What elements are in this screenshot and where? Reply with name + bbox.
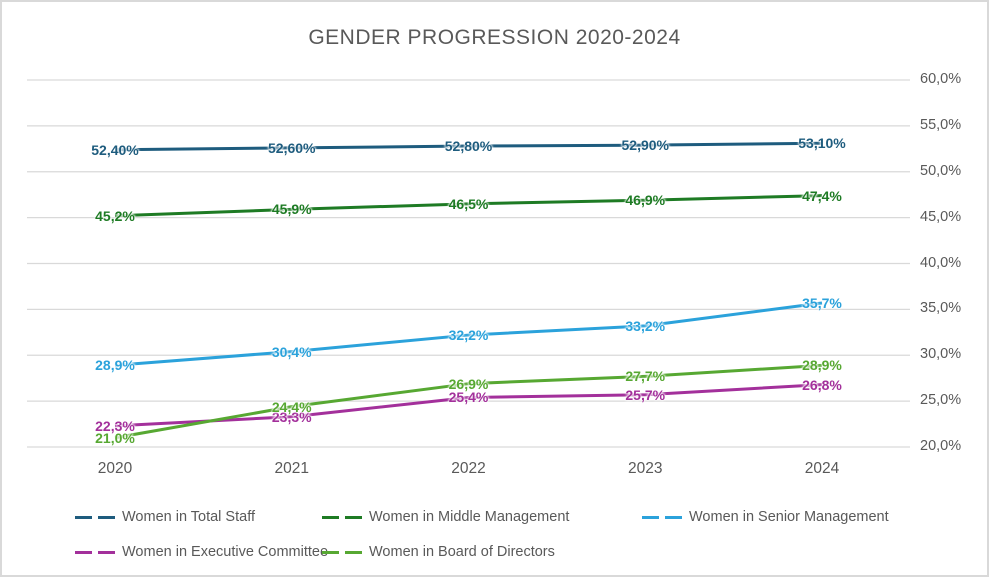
data-point-label: 30,4% xyxy=(271,343,312,360)
legend-label: Women in Total Staff xyxy=(122,509,255,525)
y-axis-tick-label: 25,0% xyxy=(920,392,962,409)
data-point-label: 22,3% xyxy=(95,417,135,434)
y-axis-tick-label: 30,0% xyxy=(920,346,962,363)
legend-dash-icon xyxy=(665,515,682,519)
series-line-1 xyxy=(114,141,823,152)
data-point-label: 52,80% xyxy=(444,138,493,155)
data-point-label: 46,9% xyxy=(625,192,666,209)
data-point-label: 45,2% xyxy=(95,207,135,224)
data-point-label: 28,9% xyxy=(95,357,135,374)
legend-dash-icon xyxy=(345,550,362,554)
data-point-label: 24,4% xyxy=(271,398,312,415)
legend-dash-icon xyxy=(98,515,115,519)
data-point-label: 45,9% xyxy=(271,201,312,218)
y-axis-tick-label: 35,0% xyxy=(920,300,962,317)
x-axis-tick-label: 2021 xyxy=(274,460,309,477)
data-point-label: 27,7% xyxy=(625,368,666,385)
data-point-label: 46,5% xyxy=(448,195,489,212)
x-axis-tick-label: 2024 xyxy=(804,460,840,477)
legend-item[interactable]: Women in Board of Directors xyxy=(322,544,555,560)
legend-dash-icon xyxy=(642,515,659,519)
data-point-label: 26,9% xyxy=(448,375,489,392)
y-axis-tick-label: 45,0% xyxy=(920,208,962,225)
legend-label: Women in Middle Management xyxy=(369,509,570,525)
legend-dash-icon xyxy=(75,550,92,554)
legend-item[interactable]: Women in Middle Management xyxy=(322,509,569,525)
data-point-label: 23,3% xyxy=(271,408,312,425)
legend-item[interactable]: Women in Total Staff xyxy=(75,509,255,525)
data-point-label: 32,2% xyxy=(448,327,489,344)
y-axis-tick-label: 20,0% xyxy=(920,438,962,454)
legend-label: Women in Board of Directors xyxy=(369,544,555,560)
y-axis-tick-label: 60,0% xyxy=(920,71,962,87)
data-point-label: 53,10% xyxy=(798,135,846,152)
data-point-label: 33,2% xyxy=(625,317,666,334)
legend-dash-icon xyxy=(322,515,339,519)
series-line-5 xyxy=(114,363,823,440)
data-point-label: 52,40% xyxy=(91,141,139,158)
legend-label: Women in Executive Committee xyxy=(122,544,329,560)
y-axis-tick-label: 50,0% xyxy=(920,162,962,179)
series-line-2 xyxy=(114,194,823,218)
legend-dash-icon xyxy=(345,515,362,519)
data-point-label: 47,4% xyxy=(802,187,842,204)
chart-title: GENDER PROGRESSION 2020-2024 xyxy=(308,26,681,49)
x-axis-tick-label: 2022 xyxy=(451,460,486,477)
x-axis-tick-label: 2020 xyxy=(97,460,133,477)
legend-item[interactable]: Women in Executive Committee xyxy=(75,544,328,560)
data-point-label: 52,60% xyxy=(268,139,316,156)
series-line-4 xyxy=(114,383,823,428)
data-point-label: 28,9% xyxy=(802,357,842,374)
legend-item[interactable]: Women in Senior Management xyxy=(642,509,889,525)
data-point-label: 52,90% xyxy=(621,137,669,154)
legend-label: Women in Senior Management xyxy=(689,509,889,525)
x-axis-tick-label: 2023 xyxy=(628,460,663,477)
y-axis-tick-label: 55,0% xyxy=(920,116,962,133)
data-point-label: 21,0% xyxy=(95,429,135,446)
series-line-3 xyxy=(114,301,823,367)
legend-dash-icon xyxy=(98,550,115,554)
data-point-label: 26,8% xyxy=(802,376,842,393)
y-axis-tick-label: 40,0% xyxy=(920,254,962,271)
data-point-label: 25,4% xyxy=(448,389,489,406)
legend-dash-icon xyxy=(75,515,92,519)
data-point-label: 35,7% xyxy=(802,294,842,311)
legend-dash-icon xyxy=(322,550,339,554)
data-point-label: 25,7% xyxy=(625,386,666,403)
